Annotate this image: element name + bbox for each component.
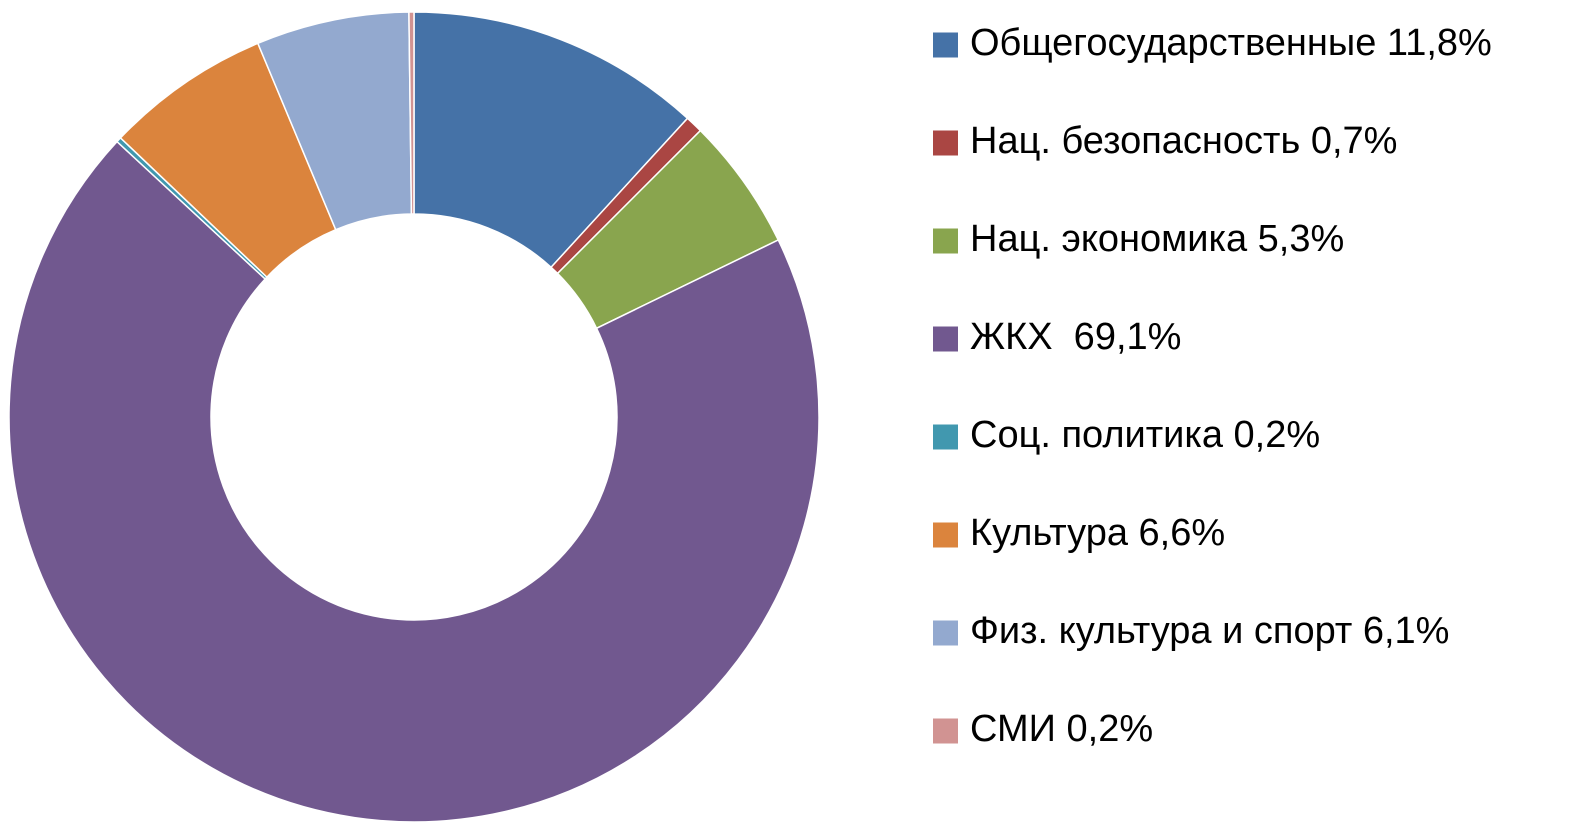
legend-swatch: [933, 718, 958, 744]
legend-label: ЖКХ 69,1%: [970, 316, 1181, 358]
legend-label: Физ. культура и спорт 6,1%: [970, 610, 1449, 652]
slice: [408, 11, 415, 215]
legend-swatch: [933, 326, 958, 352]
legend-swatch: [933, 32, 958, 58]
legend-swatch: [933, 522, 958, 548]
legend-label: Культура 6,6%: [970, 512, 1225, 554]
legend-label: Нац. экономика 5,3%: [970, 218, 1344, 260]
legend-swatch: [933, 620, 958, 646]
legend-label: СМИ 0,2%: [970, 708, 1153, 750]
legend-swatch: [933, 228, 958, 254]
slice: [8, 140, 820, 823]
legend-swatch: [933, 424, 958, 450]
legend-swatch: [933, 130, 958, 156]
legend-label: Нац. безопасность 0,7%: [970, 120, 1397, 162]
legend-label: Общегосударственные 11,8%: [970, 22, 1492, 64]
legend-label: Соц. политика 0,2%: [970, 414, 1320, 456]
slice: [413, 11, 689, 269]
